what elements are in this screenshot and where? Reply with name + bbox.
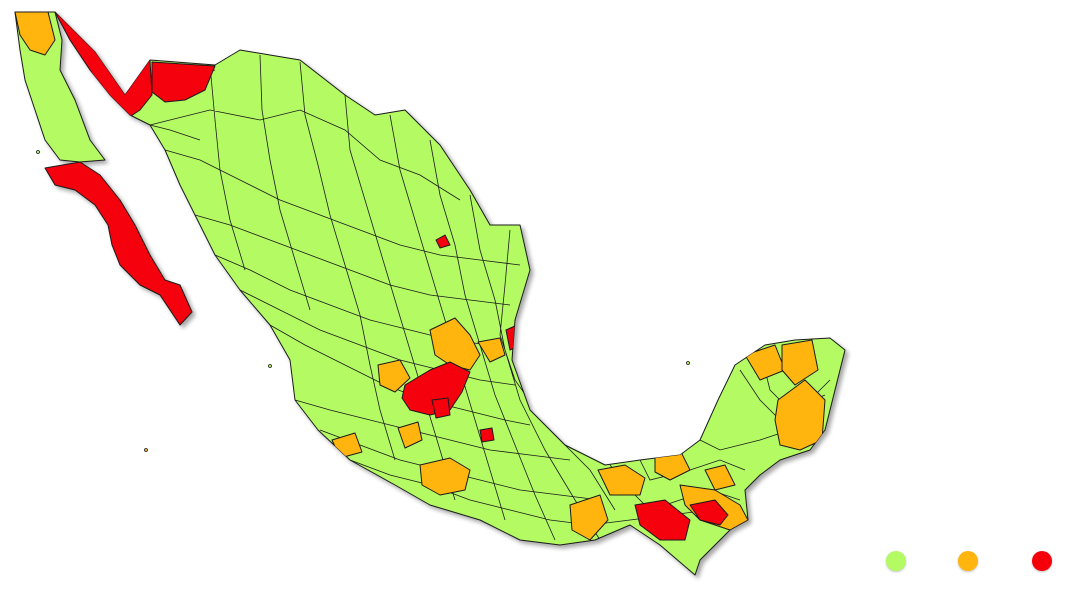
map-legend	[880, 549, 1060, 575]
region-oaxaca-orange	[569, 494, 609, 541]
region-queretaro-red	[431, 397, 451, 419]
region-chiapas-red-west	[634, 499, 691, 541]
region-mainland-base	[54, 11, 846, 576]
mainland-mexico	[54, 11, 846, 576]
island-guadalupe	[36, 150, 40, 154]
region-cdmx-red	[479, 427, 495, 443]
island-marias	[268, 364, 272, 368]
region-jalisco-red-cluster	[401, 361, 471, 416]
region-guerrero-orange	[419, 457, 471, 496]
legend-dot-high	[1032, 551, 1052, 571]
legend-dot-low	[886, 551, 906, 571]
region-baja-sur	[44, 161, 193, 326]
region-chiapas-red-east	[689, 499, 729, 526]
island-alacranes	[686, 361, 690, 365]
region-jalisco-orange-south	[397, 421, 423, 449]
region-sonora-red-east	[151, 61, 216, 103]
region-jalisco-orange-west	[377, 359, 411, 393]
region-quintana-roo-orange	[774, 379, 826, 451]
region-slp-orange	[477, 337, 506, 363]
region-nuevo-leon-red	[435, 234, 451, 249]
baja-california-peninsula	[14, 11, 193, 326]
region-yucatan-orange	[781, 339, 819, 386]
region-baja-northwest-orange	[14, 11, 56, 56]
island-socorro	[144, 448, 148, 452]
legend-dot-medium	[958, 551, 978, 571]
region-chiapas-orange-2	[704, 464, 736, 491]
region-zacatecas-orange	[429, 317, 481, 371]
region-veracruz-orange-south	[597, 464, 646, 496]
